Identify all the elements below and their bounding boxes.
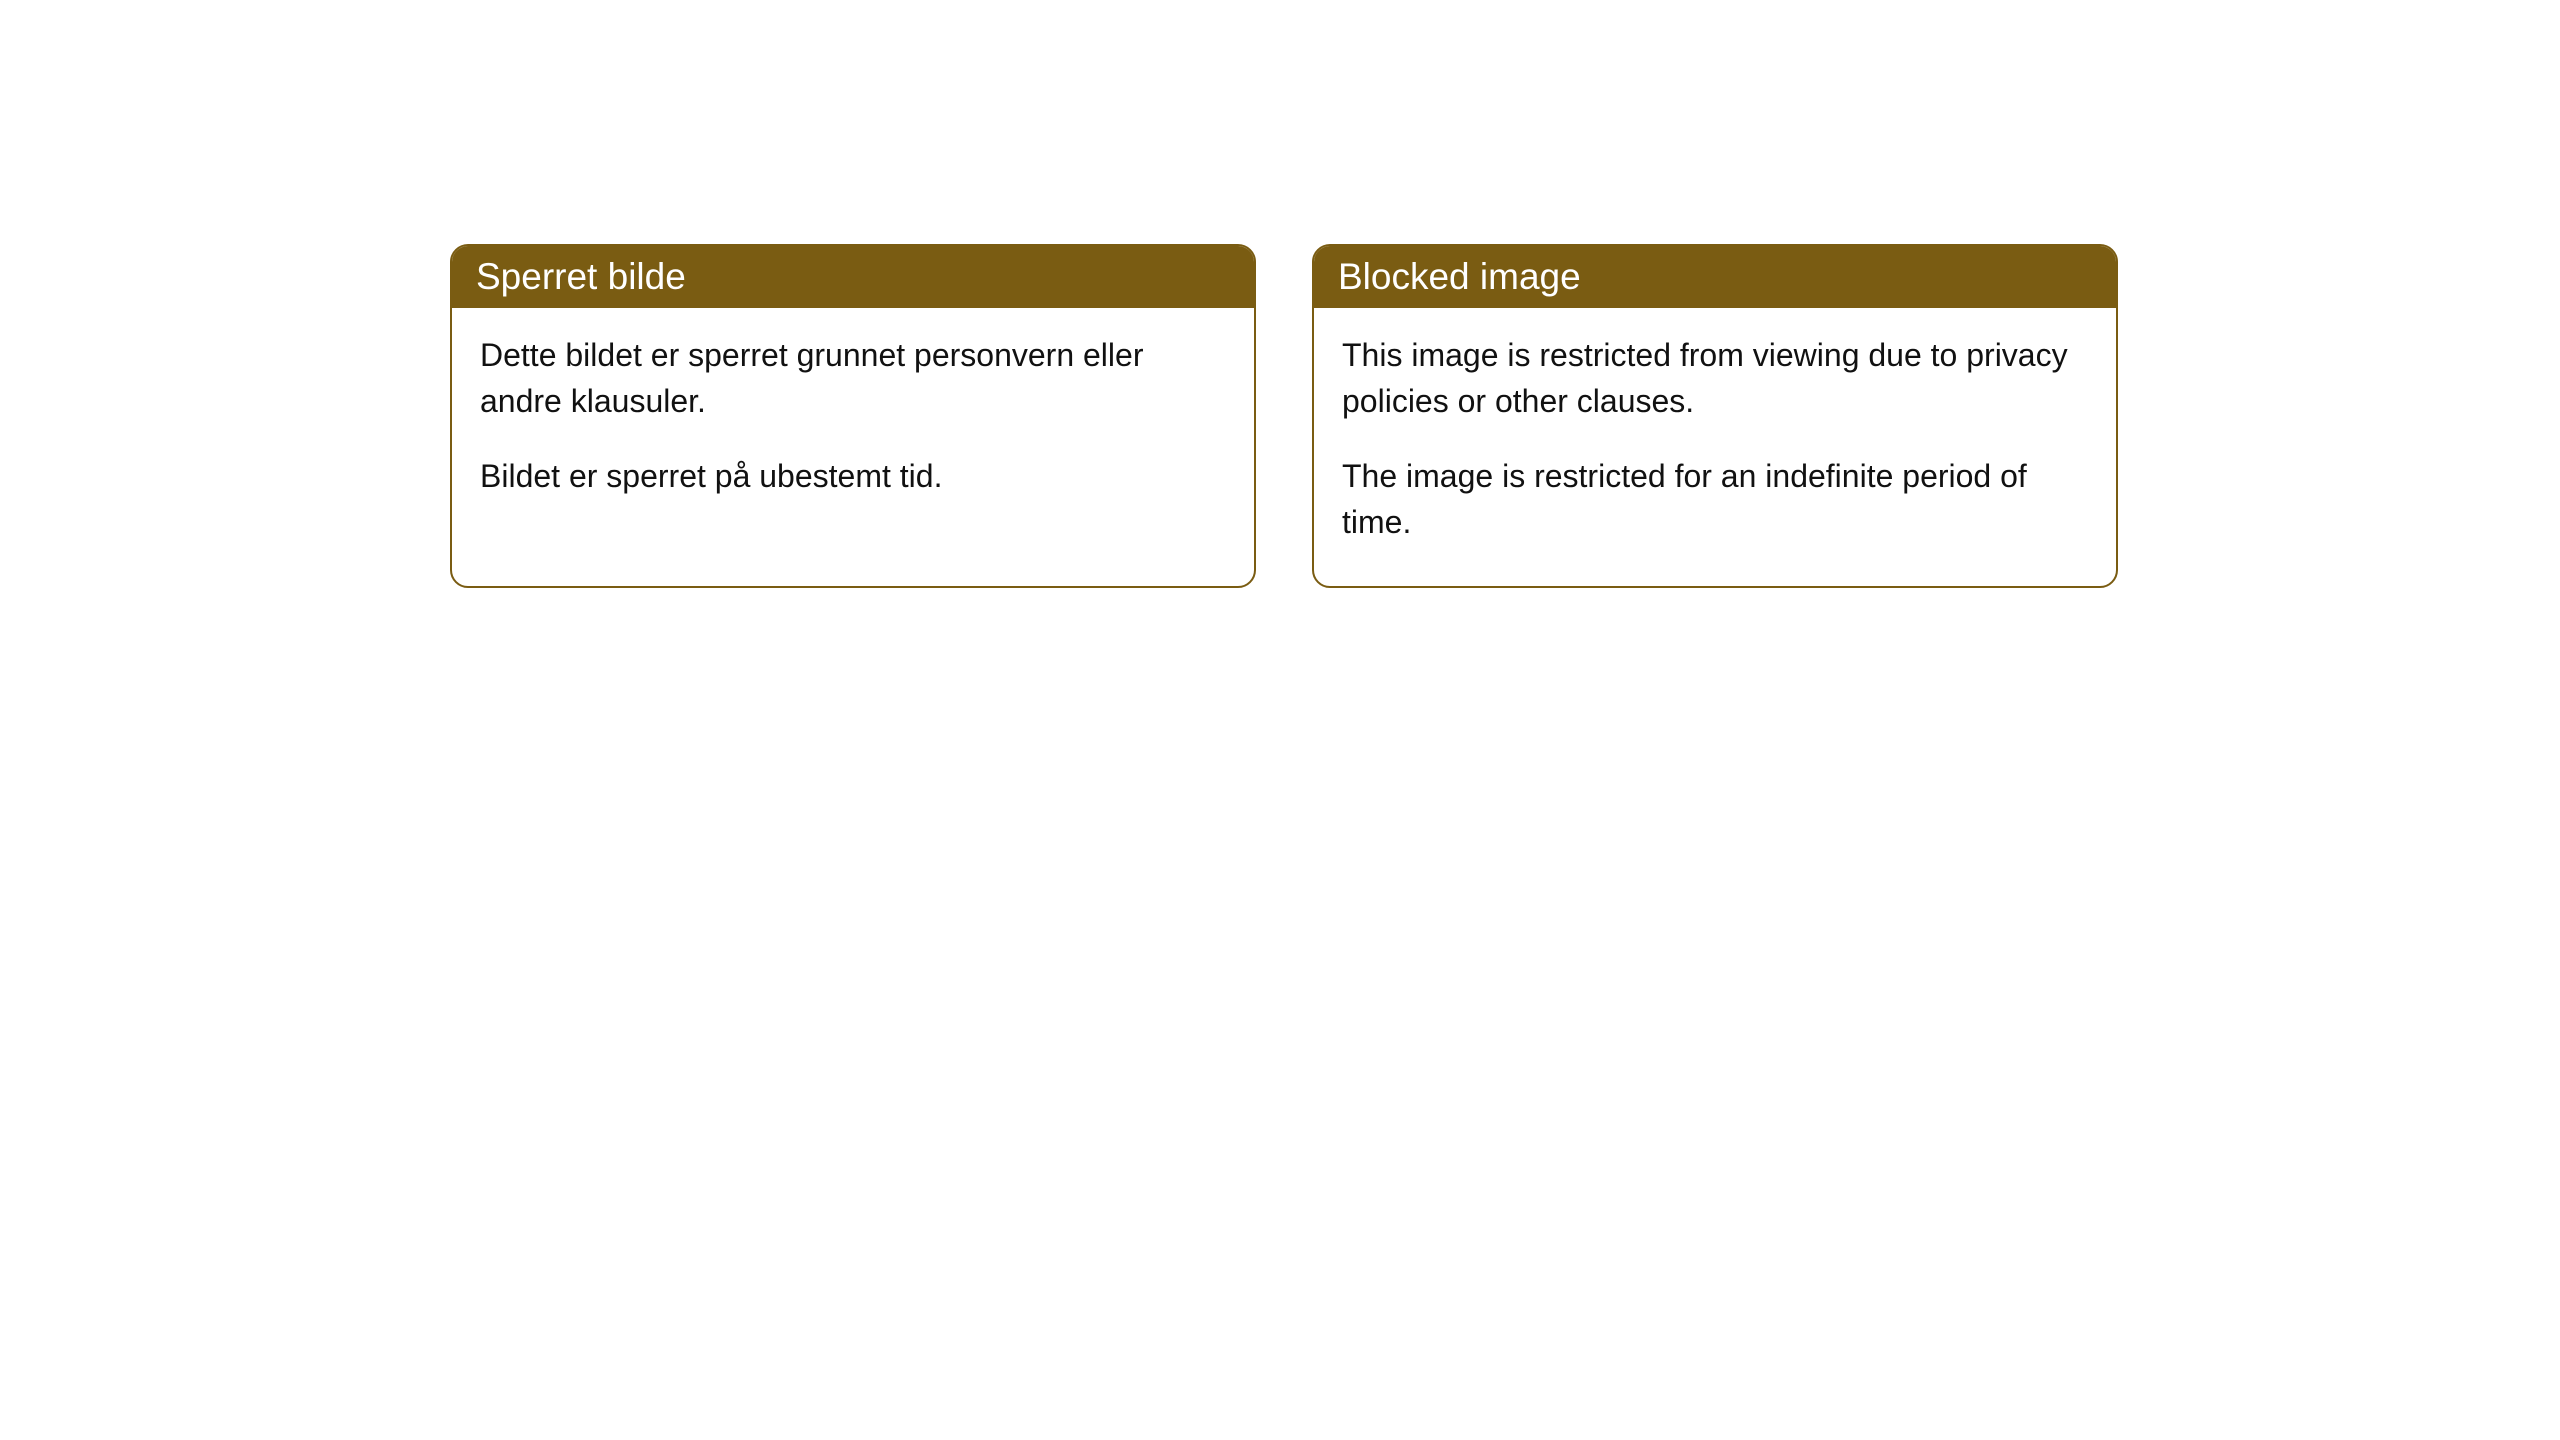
- card-paragraph: This image is restricted from viewing du…: [1342, 332, 2088, 425]
- blocked-image-card-english: Blocked image This image is restricted f…: [1312, 244, 2118, 588]
- card-paragraph: Bildet er sperret på ubestemt tid.: [480, 453, 1226, 499]
- card-title: Blocked image: [1338, 256, 1581, 297]
- notice-container: Sperret bilde Dette bildet er sperret gr…: [0, 0, 2560, 588]
- blocked-image-card-norwegian: Sperret bilde Dette bildet er sperret gr…: [450, 244, 1256, 588]
- card-title: Sperret bilde: [476, 256, 686, 297]
- card-paragraph: Dette bildet er sperret grunnet personve…: [480, 332, 1226, 425]
- card-header: Sperret bilde: [452, 246, 1254, 308]
- card-body: Dette bildet er sperret grunnet personve…: [452, 308, 1254, 539]
- card-header: Blocked image: [1314, 246, 2116, 308]
- card-body: This image is restricted from viewing du…: [1314, 308, 2116, 586]
- card-paragraph: The image is restricted for an indefinit…: [1342, 453, 2088, 546]
